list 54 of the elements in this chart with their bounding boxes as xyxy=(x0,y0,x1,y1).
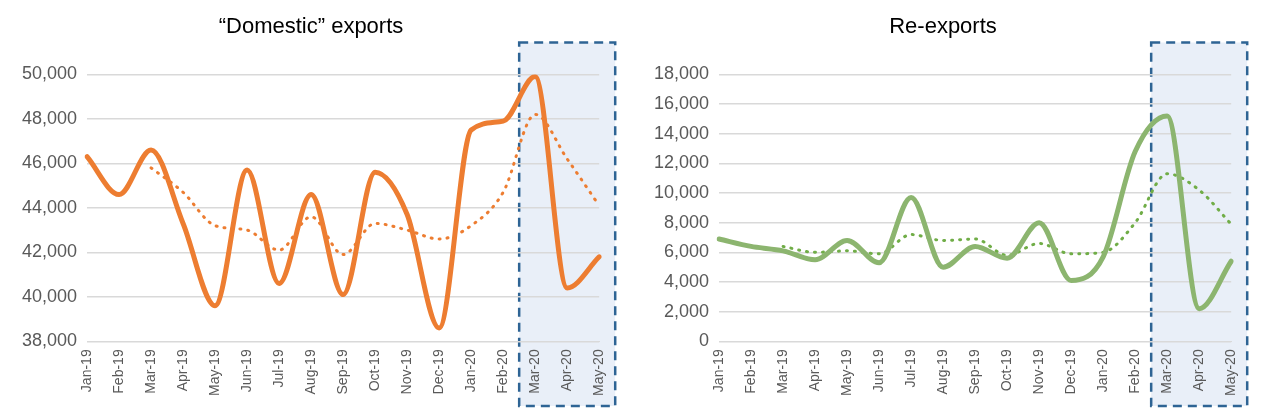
x-tick-label: Mar-20 xyxy=(1158,349,1175,394)
y-tick-label: 4,000 xyxy=(664,270,710,291)
x-tick-label: Aug-19 xyxy=(933,349,950,395)
x-tick-label: Jun-19 xyxy=(237,349,254,393)
x-tick-label: May-20 xyxy=(1222,349,1239,396)
y-tick-label: 48,000 xyxy=(21,107,78,128)
y-tick-label: 40,000 xyxy=(21,285,78,306)
y-tick-label: 8,000 xyxy=(664,211,710,232)
x-tick-label: Apr-20 xyxy=(558,349,575,392)
y-tick-label: 10,000 xyxy=(653,182,710,202)
y-tick-label: 14,000 xyxy=(653,122,710,143)
x-tick-label: May-19 xyxy=(837,349,854,396)
y-tick-label: 38,000 xyxy=(21,330,78,351)
x-tick-label: Feb-20 xyxy=(494,349,511,394)
x-tick-label: May-20 xyxy=(590,349,607,396)
x-tick-label: Feb-20 xyxy=(1126,349,1143,394)
x-tick-label: Jun-19 xyxy=(869,349,886,393)
x-tick-label: Jan-20 xyxy=(1094,349,1111,393)
y-tick-label: 44,000 xyxy=(21,196,78,217)
x-tick-label: Oct-19 xyxy=(366,349,382,392)
y-tick-label: 6,000 xyxy=(664,241,710,262)
x-tick-label: Mar-19 xyxy=(773,349,790,394)
x-tick-label: Aug-19 xyxy=(301,349,318,395)
y-tick-label: 18,000 xyxy=(653,63,710,84)
x-tick-label: Apr-19 xyxy=(173,349,190,392)
x-tick-label: Apr-20 xyxy=(1190,349,1207,392)
x-tick-label: Sep-19 xyxy=(333,349,350,395)
x-tick-label: Mar-20 xyxy=(526,349,543,394)
x-tick-label: Nov-19 xyxy=(1030,349,1046,395)
x-tick-label: Jan-20 xyxy=(462,349,479,393)
x-tick-label: Dec-19 xyxy=(430,349,447,395)
x-tick-label: May-19 xyxy=(205,349,222,396)
line-series xyxy=(781,172,1233,257)
y-tick-label: 42,000 xyxy=(21,241,78,262)
x-tick-label: Jan-19 xyxy=(709,349,726,393)
chart-title: “Domestic” exports xyxy=(218,13,404,39)
y-tick-label: 50,000 xyxy=(21,63,78,84)
x-tick-label: Dec-19 xyxy=(1062,349,1079,395)
x-tick-label: Sep-19 xyxy=(965,349,982,395)
y-tick-label: 46,000 xyxy=(21,152,78,173)
x-tick-label: Apr-19 xyxy=(805,349,822,392)
x-tick-label: Jul-19 xyxy=(901,349,918,388)
chart-title: Re-exports xyxy=(889,13,997,39)
x-tick-label: Feb-19 xyxy=(109,349,126,394)
y-tick-label: 12,000 xyxy=(653,152,710,173)
x-tick-label: Nov-19 xyxy=(398,349,414,395)
x-tick-label: Mar-19 xyxy=(141,349,158,394)
x-tick-label: Jul-19 xyxy=(269,349,286,388)
x-tick-label: Oct-19 xyxy=(998,349,1014,392)
y-tick-label: 16,000 xyxy=(653,93,710,114)
y-tick-label: 2,000 xyxy=(664,300,710,321)
x-tick-label: Feb-19 xyxy=(741,349,758,394)
x-tick-label: Jan-19 xyxy=(77,349,94,393)
y-tick-label: 0 xyxy=(699,330,710,351)
